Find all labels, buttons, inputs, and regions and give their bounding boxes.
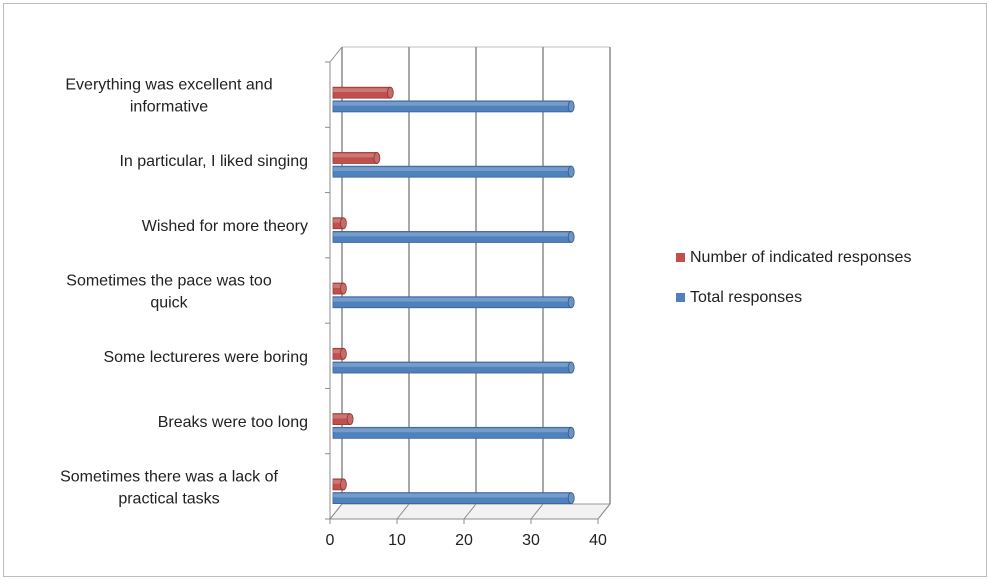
bar-indicated-1-cap [373,152,381,164]
bar-indicated-2-cap [339,217,347,230]
chart-frame [3,3,987,577]
bar-indicated-6-cap [339,478,347,491]
legend-label-1: Total responses [690,289,802,306]
bar-indicated-2-highlight [333,218,344,223]
bar-indicated-4-highlight [333,349,344,354]
category-label-6-line-1: practical tasks [118,490,219,507]
bar-total-5-highlight [333,428,572,433]
bar-total-1-highlight [333,167,572,172]
gridline-floor-4 [597,503,611,520]
legend-label-0: Number of indicated responses [690,249,911,266]
category-label-0-line-0: Everything was excellent and [65,77,272,94]
bar-total-3-cap [567,296,575,309]
x-tick-label-0: 0 [326,532,335,549]
category-label-6-line-0: Sometimes there was a lack of [60,468,278,485]
bar-total-4-cap [567,361,575,374]
bar-total-6-cap [567,492,575,505]
bar-indicated-0-cap [386,86,394,99]
bar-indicated-5-cap [346,413,354,426]
bar-total-1-cap [567,165,575,178]
bar-indicated-4-cap [339,347,347,360]
gridline-floor-0 [329,503,343,520]
bar-indicated-5-highlight [333,414,351,419]
gridline-floor-1 [396,503,410,520]
bar-total-0-highlight [333,101,572,106]
x-tick-label-2: 20 [455,532,473,549]
bar-total-3-highlight [333,297,572,302]
category-label-3-line-1: quick [150,295,188,312]
category-label-0-line-1: informative [130,99,208,116]
category-label-1: In particular, I liked singing [119,153,308,170]
bar-total-4-highlight [333,363,572,367]
bar-indicated-1-highlight [333,153,377,158]
axis-corner-edge [329,46,343,63]
x-tick-label-1: 10 [388,532,406,549]
category-label-5: Breaks were too long [158,414,308,431]
legend-swatch-1 [676,293,685,302]
bar-total-6-highlight [333,493,572,498]
gridline-floor-2 [463,503,477,520]
bar-total-5-cap [567,426,575,439]
x-tick-label-4: 40 [589,532,607,549]
bar-indicated-6-highlight [333,479,344,484]
x-tick-label-3: 30 [522,532,540,549]
bar-indicated-3-cap [339,282,347,295]
category-label-3-line-0: Sometimes the pace was too [66,273,272,290]
bar-total-2-highlight [333,232,572,237]
bar-indicated-0-highlight [333,88,391,93]
legend-swatch-0 [676,253,685,262]
category-label-2: Wished for more theory [142,218,308,235]
bar-total-2-cap [567,231,575,243]
category-label-4: Some lectureres were boring [103,349,308,366]
bar-indicated-3-highlight [333,284,344,288]
gridline-floor-3 [530,503,544,520]
bar-total-0-cap [567,100,575,113]
